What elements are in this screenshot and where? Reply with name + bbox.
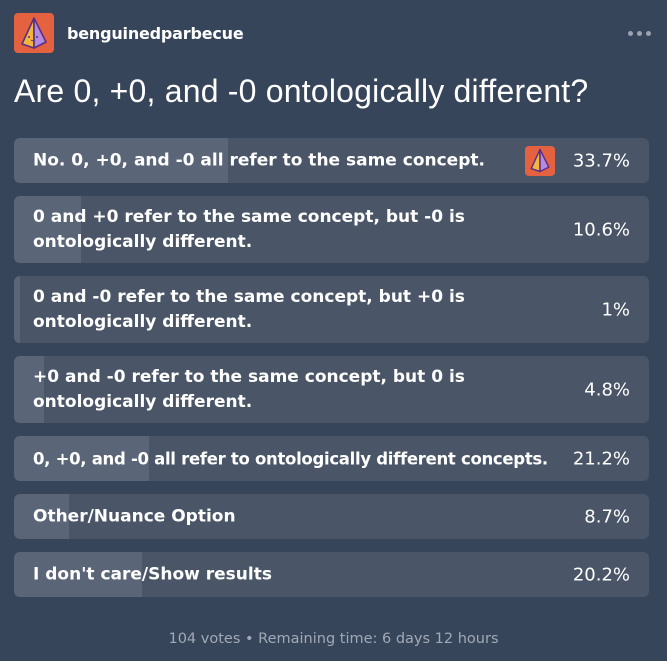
poll-option-fill <box>14 494 70 539</box>
poll-question: Are 0, +0, and -0 ontologically differen… <box>14 73 589 109</box>
poll-option-percent: 20.2% <box>572 564 630 585</box>
username[interactable]: benguinedparbecue <box>67 23 244 43</box>
poll-option-7[interactable]: I don't care/Show results 20.2% <box>14 552 649 597</box>
poll-option-label: 0, +0, and -0 all refer to ontologically… <box>33 449 548 468</box>
poll-option-fill <box>14 138 228 183</box>
pyramid-avatar-icon[interactable] <box>14 13 54 53</box>
poll-option-percent: 10.6% <box>572 219 630 240</box>
poll-option-label: 0 and -0 refer to the same concept, but … <box>33 286 465 332</box>
poll-option-percent: 21.2% <box>572 448 630 469</box>
poll-option-percent: 4.8% <box>584 379 630 400</box>
poll-footer: 104 votes • Remaining time: 6 days 12 ho… <box>168 631 499 647</box>
poll-option-label: I don't care/Show results <box>33 564 272 584</box>
poll-options: No. 0, +0, and -0 all refer to the same … <box>14 138 649 610</box>
poll-option-fill <box>14 436 149 481</box>
poll-option-fill <box>14 356 45 423</box>
poll-option-label: 0 and +0 refer to the same concept, but … <box>33 206 465 252</box>
poll-option-6[interactable]: Other/Nuance Option 8.7% <box>14 494 649 539</box>
poll-option-percent: 1% <box>601 299 630 320</box>
poll-option-5[interactable]: 0, +0, and -0 all refer to ontologically… <box>14 436 649 481</box>
poll-option-label: Other/Nuance Option <box>33 506 236 526</box>
more-options-icon[interactable] <box>628 25 651 42</box>
poll-option-3[interactable]: 0 and -0 refer to the same concept, but … <box>14 276 649 343</box>
poll-option-fill <box>14 552 143 597</box>
poll-option-percent: 33.7% <box>572 150 630 171</box>
poll-option-1[interactable]: No. 0, +0, and -0 all refer to the same … <box>14 138 649 183</box>
poll-option-percent: 8.7% <box>584 506 630 527</box>
post-header: benguinedparbecue <box>14 13 653 53</box>
poll-option-fill <box>14 196 82 263</box>
poll-option-2[interactable]: 0 and +0 refer to the same concept, but … <box>14 196 649 263</box>
poll-option-label: +0 and -0 refer to the same concept, but… <box>33 366 465 412</box>
voted-avatar-icon <box>525 145 555 176</box>
poll-option-fill <box>14 276 21 343</box>
poll-option-label: No. 0, +0, and -0 all refer to the same … <box>33 150 485 170</box>
poll-option-4[interactable]: +0 and -0 refer to the same concept, but… <box>14 356 649 423</box>
